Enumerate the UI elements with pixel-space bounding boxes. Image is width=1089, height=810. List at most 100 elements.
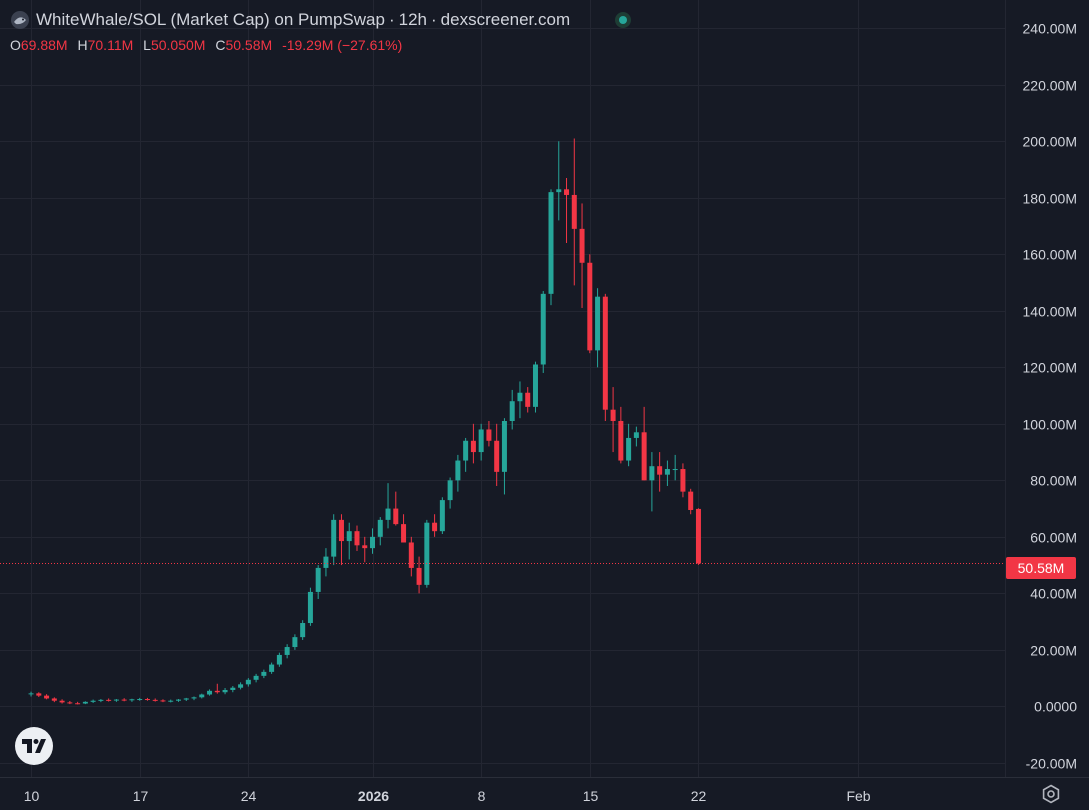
candle — [90, 699, 96, 703]
candle — [595, 288, 601, 368]
candle-body — [370, 536, 376, 549]
candle-body — [191, 697, 197, 699]
candle-body — [525, 392, 531, 407]
candle-body — [307, 591, 313, 624]
candle — [346, 522, 352, 560]
candle — [618, 406, 624, 464]
candle-body — [44, 695, 50, 699]
candle — [261, 669, 267, 679]
candle-body — [106, 699, 112, 701]
candle-body — [517, 392, 523, 402]
candle-body — [595, 296, 601, 351]
candle-body — [408, 542, 414, 568]
header-separator: · — [431, 10, 437, 29]
candle — [59, 699, 65, 704]
x-tick-label: 22 — [691, 788, 707, 804]
candle-body — [199, 694, 205, 698]
candle-body — [113, 699, 119, 701]
candle — [183, 697, 189, 701]
candle — [587, 254, 593, 354]
candle — [377, 517, 383, 546]
close-label: C — [215, 37, 226, 53]
close-value: 50.58M — [225, 37, 273, 53]
open-value: 69.88M — [20, 37, 68, 53]
candle — [67, 700, 73, 705]
whale-avatar-icon — [11, 11, 29, 29]
candle-body — [137, 699, 143, 701]
candle-body — [75, 703, 81, 705]
candle — [494, 423, 500, 486]
candle — [509, 389, 515, 430]
candle — [152, 698, 158, 702]
candle-body — [478, 429, 484, 453]
candle — [362, 536, 368, 563]
candle — [245, 678, 251, 687]
candle — [106, 698, 112, 702]
candle — [354, 525, 360, 551]
candle-body — [548, 192, 554, 294]
candle — [649, 452, 655, 512]
candle — [626, 423, 632, 467]
candle — [230, 686, 236, 693]
candle-body — [129, 699, 135, 701]
price-axis[interactable]: -20.00M 0.0000 20.00M 40.00M 60.00M 80.00M 100… — [1023, 21, 1078, 772]
ohlc-legend: O69.88M H70.11M L50.050M C50.58M -19.29M… — [10, 37, 408, 53]
tradingview-logo-icon[interactable] — [15, 727, 53, 765]
candle — [207, 689, 213, 696]
candle-body — [463, 440, 469, 461]
candle — [276, 652, 282, 667]
candle-body — [393, 508, 399, 525]
candle-body — [98, 699, 104, 701]
candle — [408, 536, 414, 577]
candle — [214, 683, 220, 694]
time-axis[interactable]: 10 17 24 2026 8 15 22 Feb — [24, 788, 871, 804]
y-tick-label: 0.0000 — [1034, 699, 1077, 715]
candle — [284, 644, 290, 659]
y-tick-label: 60.00M — [1030, 530, 1077, 546]
candle-body — [626, 437, 632, 461]
candle-body — [51, 698, 57, 701]
candle — [160, 699, 166, 703]
tradingview-logo-glyph — [22, 739, 46, 753]
chart-header: WhiteWhale/SOL (Market Cap) on PumpSwap … — [10, 10, 570, 30]
gear-icon[interactable] — [1041, 784, 1061, 804]
candle — [610, 387, 616, 453]
candle — [432, 514, 438, 537]
y-tick-label: 80.00M — [1030, 473, 1077, 489]
candle-body — [439, 500, 445, 532]
candle — [307, 587, 313, 626]
y-tick-label: 240.00M — [1023, 21, 1077, 37]
candle-body — [540, 293, 546, 365]
candle-body — [144, 699, 150, 701]
candle-body — [67, 702, 73, 704]
candle — [532, 361, 538, 413]
last-price-label: 50.58M — [1006, 557, 1076, 579]
candle — [641, 406, 647, 481]
candle — [478, 423, 484, 461]
candle — [292, 634, 298, 650]
symbol-title[interactable]: WhiteWhale/SOL (Market Cap) on PumpSwap — [36, 10, 385, 29]
candle-body — [253, 675, 259, 680]
candle-body — [245, 679, 251, 685]
candle — [121, 698, 127, 702]
candle — [657, 452, 663, 492]
candle — [579, 203, 585, 308]
candle-body — [362, 545, 368, 549]
candle-body — [447, 480, 453, 501]
chart-grid — [0, 0, 1005, 777]
candle-body — [284, 647, 290, 655]
candle-body — [556, 189, 562, 193]
candle — [253, 673, 259, 683]
candle — [548, 189, 554, 306]
candle — [144, 697, 150, 701]
candle-body — [238, 684, 244, 688]
x-tick-label: 24 — [241, 788, 257, 804]
candle — [51, 697, 57, 703]
x-tick-label: 8 — [478, 788, 486, 804]
open-label: O — [10, 37, 21, 53]
candle-body — [641, 432, 647, 481]
candle — [137, 697, 143, 701]
interval-label[interactable]: 12h — [398, 10, 427, 29]
candle — [416, 556, 422, 594]
